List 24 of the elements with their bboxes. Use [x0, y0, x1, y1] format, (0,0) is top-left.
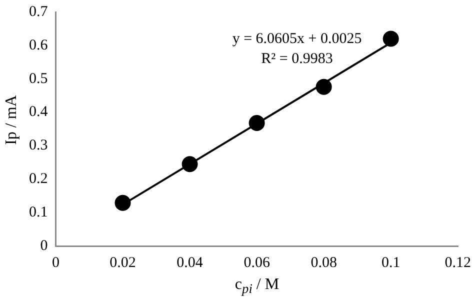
point	[182, 156, 198, 172]
point	[382, 30, 399, 47]
x-tick-label: 0.06	[244, 254, 270, 271]
x-tick-label: 0.04	[176, 254, 204, 271]
x-tick-label: 0.02	[110, 254, 136, 271]
y-tick-label: 0.2	[29, 171, 48, 188]
x-axis-title: c$_{pi}$ / M	[234, 276, 280, 298]
y-tick-label: 0.5	[29, 70, 48, 87]
y-tick-label: 0.7	[29, 4, 48, 20]
x-tick-label: 0.08	[310, 254, 337, 271]
x-tick-label: 0	[52, 254, 60, 271]
point	[248, 114, 265, 131]
point	[114, 194, 131, 211]
x-tick-label: 0.1	[381, 254, 400, 271]
annotation: R² = 0.9983	[261, 50, 333, 67]
y-tick-label: 0.3	[29, 138, 48, 154]
y-axis-title: Ip / mA	[3, 95, 21, 145]
y-tick-label: 0.6	[29, 37, 48, 54]
x-tick-label: 0.12	[444, 254, 471, 271]
point	[316, 78, 332, 95]
y-tick-label: 0	[40, 238, 48, 254]
y-tick-label: 0.1	[29, 204, 48, 221]
annotation: y = 6.0605x + 0.0025	[232, 30, 362, 47]
y-tick-label: 0.4	[29, 104, 48, 120]
